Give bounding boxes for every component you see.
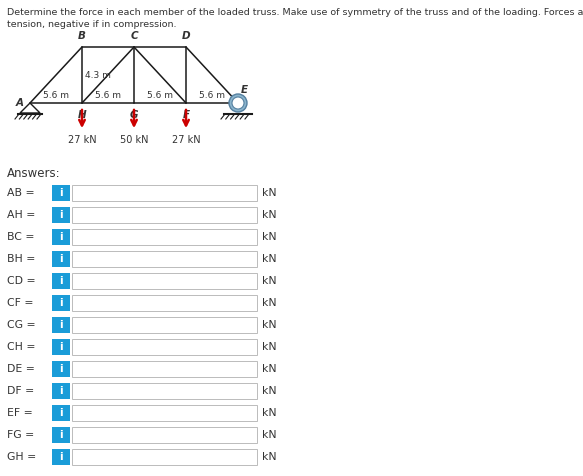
- FancyBboxPatch shape: [52, 229, 70, 245]
- Text: i: i: [59, 276, 63, 286]
- FancyBboxPatch shape: [52, 317, 70, 333]
- Text: 27 kN: 27 kN: [68, 135, 96, 145]
- FancyBboxPatch shape: [52, 405, 70, 421]
- Text: kN: kN: [262, 276, 276, 286]
- Text: kN: kN: [262, 232, 276, 242]
- Text: 27 kN: 27 kN: [171, 135, 201, 145]
- FancyBboxPatch shape: [52, 339, 70, 355]
- Text: CD =: CD =: [7, 276, 36, 286]
- FancyBboxPatch shape: [52, 383, 70, 399]
- Text: A: A: [16, 98, 24, 108]
- Text: 5.6 m: 5.6 m: [43, 91, 69, 100]
- FancyBboxPatch shape: [72, 317, 257, 333]
- Text: BC =: BC =: [7, 232, 34, 242]
- FancyBboxPatch shape: [52, 295, 70, 311]
- Text: kN: kN: [262, 298, 276, 308]
- FancyBboxPatch shape: [72, 273, 257, 289]
- Text: i: i: [59, 320, 63, 330]
- Text: 5.6 m: 5.6 m: [147, 91, 173, 100]
- Text: kN: kN: [262, 386, 276, 396]
- FancyBboxPatch shape: [52, 251, 70, 267]
- Text: EF =: EF =: [7, 408, 33, 418]
- Text: kN: kN: [262, 452, 276, 462]
- Text: E: E: [241, 85, 248, 95]
- Text: F: F: [182, 110, 189, 120]
- FancyBboxPatch shape: [72, 449, 257, 465]
- FancyBboxPatch shape: [52, 427, 70, 443]
- Text: kN: kN: [262, 364, 276, 374]
- Text: i: i: [59, 210, 63, 220]
- Text: 5.6 m: 5.6 m: [199, 91, 225, 100]
- Text: tension, negative if in compression.: tension, negative if in compression.: [7, 20, 177, 29]
- Text: i: i: [59, 342, 63, 352]
- Text: 5.6 m: 5.6 m: [95, 91, 121, 100]
- Text: C: C: [130, 31, 138, 41]
- FancyBboxPatch shape: [72, 427, 257, 443]
- Text: kN: kN: [262, 342, 276, 352]
- Text: i: i: [59, 364, 63, 374]
- FancyBboxPatch shape: [72, 295, 257, 311]
- Text: B: B: [78, 31, 86, 41]
- Text: DF =: DF =: [7, 386, 34, 396]
- Text: kN: kN: [262, 210, 276, 220]
- FancyBboxPatch shape: [72, 383, 257, 399]
- Circle shape: [229, 94, 247, 112]
- FancyBboxPatch shape: [72, 229, 257, 245]
- Text: CF =: CF =: [7, 298, 33, 308]
- Circle shape: [232, 97, 244, 109]
- FancyBboxPatch shape: [72, 207, 257, 223]
- Text: 4.3 m: 4.3 m: [85, 70, 111, 79]
- Text: i: i: [59, 254, 63, 264]
- FancyBboxPatch shape: [52, 361, 70, 377]
- Text: i: i: [59, 430, 63, 440]
- Text: AH =: AH =: [7, 210, 36, 220]
- Text: kN: kN: [262, 408, 276, 418]
- FancyBboxPatch shape: [52, 273, 70, 289]
- FancyBboxPatch shape: [72, 185, 257, 201]
- Text: i: i: [59, 408, 63, 418]
- FancyBboxPatch shape: [72, 361, 257, 377]
- Text: CH =: CH =: [7, 342, 36, 352]
- Text: DE =: DE =: [7, 364, 35, 374]
- Text: i: i: [59, 188, 63, 198]
- Text: CG =: CG =: [7, 320, 36, 330]
- FancyBboxPatch shape: [52, 185, 70, 201]
- Text: kN: kN: [262, 320, 276, 330]
- Text: GH =: GH =: [7, 452, 36, 462]
- FancyBboxPatch shape: [72, 339, 257, 355]
- FancyBboxPatch shape: [72, 251, 257, 267]
- Text: FG =: FG =: [7, 430, 34, 440]
- Text: i: i: [59, 386, 63, 396]
- Text: Determine the force in each member of the loaded truss. Make use of symmetry of : Determine the force in each member of th…: [7, 8, 583, 17]
- Text: i: i: [59, 452, 63, 462]
- FancyBboxPatch shape: [72, 405, 257, 421]
- FancyBboxPatch shape: [52, 449, 70, 465]
- Text: i: i: [59, 232, 63, 242]
- Text: kN: kN: [262, 430, 276, 440]
- Text: H: H: [78, 110, 86, 120]
- Text: AB =: AB =: [7, 188, 34, 198]
- Text: kN: kN: [262, 188, 276, 198]
- Text: G: G: [130, 110, 138, 120]
- Text: kN: kN: [262, 254, 276, 264]
- Text: D: D: [182, 31, 190, 41]
- Text: Answers:: Answers:: [7, 167, 61, 180]
- Text: 50 kN: 50 kN: [120, 135, 148, 145]
- Text: i: i: [59, 298, 63, 308]
- Text: BH =: BH =: [7, 254, 36, 264]
- FancyBboxPatch shape: [52, 207, 70, 223]
